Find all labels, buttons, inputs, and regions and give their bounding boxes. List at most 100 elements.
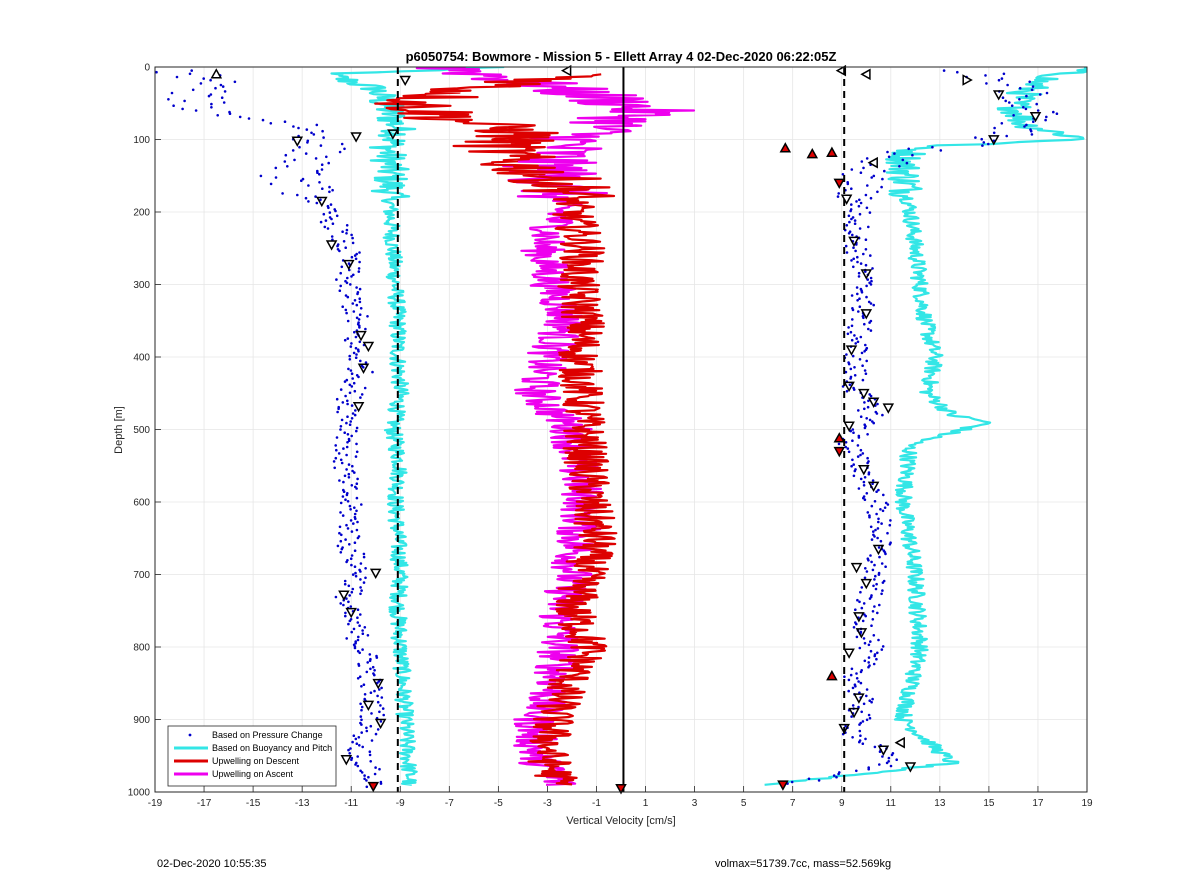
pressure-change-point xyxy=(274,166,278,170)
pressure-change-point xyxy=(365,729,369,733)
pressure-change-point xyxy=(1005,134,1008,138)
triangle-marker xyxy=(882,403,895,414)
pressure-change-point xyxy=(365,670,369,674)
x-tick-label: -17 xyxy=(197,798,212,809)
pressure-change-point xyxy=(1022,106,1025,109)
pressure-change-point xyxy=(371,665,375,669)
pressure-change-point xyxy=(817,779,821,782)
pressure-change-point xyxy=(907,147,910,151)
pressure-change-point xyxy=(860,606,864,610)
pressure-change-point xyxy=(853,374,857,377)
pressure-change-point xyxy=(872,530,875,533)
triangle-marker xyxy=(858,388,870,400)
pressure-change-point xyxy=(356,608,360,611)
pressure-change-point xyxy=(199,82,203,85)
pressure-change-point xyxy=(359,396,362,399)
pressure-change-point xyxy=(851,439,854,443)
pressure-change-point xyxy=(847,678,851,682)
pressure-change-point xyxy=(376,700,380,704)
pressure-change-point xyxy=(857,436,861,439)
y-tick-label: 300 xyxy=(133,280,150,291)
pressure-change-point xyxy=(859,670,863,674)
pressure-change-point xyxy=(366,315,369,318)
pressure-change-point xyxy=(328,185,331,189)
pressure-change-point xyxy=(876,611,879,615)
pressure-change-point xyxy=(350,233,353,237)
pressure-change-point xyxy=(862,637,866,640)
triangle-marker xyxy=(860,309,873,320)
pressure-change-point xyxy=(867,472,871,476)
triangle-marker xyxy=(894,736,905,749)
pressure-change-point xyxy=(340,142,344,146)
legend-swatch-pressure xyxy=(188,733,192,737)
x-tick-label: -13 xyxy=(295,798,310,809)
pressure-change-point xyxy=(887,760,890,763)
pressure-change-point xyxy=(864,193,868,197)
pressure-change-point xyxy=(865,359,868,363)
pressure-change-point xyxy=(873,745,877,749)
pressure-change-point xyxy=(837,772,840,776)
pressure-change-point xyxy=(350,434,354,438)
pressure-change-point xyxy=(856,444,860,447)
pressure-change-point xyxy=(357,375,360,379)
x-tick-label: -5 xyxy=(494,798,503,809)
pressure-change-point xyxy=(358,624,361,627)
triangle-marker xyxy=(399,75,411,87)
triangle-marker xyxy=(779,142,792,153)
triangle-marker xyxy=(835,64,847,77)
triangle-marker xyxy=(316,196,328,208)
pressure-change-point xyxy=(863,641,867,645)
pressure-change-point xyxy=(868,699,871,702)
pressure-change-point xyxy=(869,302,873,305)
pressure-change-point xyxy=(845,251,849,254)
triangle-marker xyxy=(369,568,382,580)
pressure-change-point xyxy=(342,490,346,494)
pressure-change-point xyxy=(351,412,355,415)
x-axis-label: Vertical Velocity [cm/s] xyxy=(566,815,675,827)
pressure-change-point xyxy=(346,402,349,406)
triangle-marker xyxy=(860,578,873,590)
pressure-change-point xyxy=(307,184,310,187)
pressure-change-point xyxy=(357,318,361,321)
pressure-change-point xyxy=(878,603,881,607)
pressure-change-point xyxy=(351,740,354,744)
pressure-change-point xyxy=(862,496,865,500)
pressure-change-point xyxy=(863,401,866,404)
pressure-change-point xyxy=(363,693,367,696)
pressure-change-point xyxy=(172,104,175,107)
pressure-change-point xyxy=(869,254,872,257)
pressure-change-point xyxy=(345,228,349,232)
pressure-change-point xyxy=(1036,109,1040,112)
pressure-change-point xyxy=(319,144,323,147)
triangle-marker xyxy=(850,562,863,574)
pressure-change-point xyxy=(863,659,867,663)
pressure-change-point xyxy=(344,246,348,249)
pressure-change-point xyxy=(355,509,358,513)
pressure-change-point xyxy=(343,582,347,586)
footer-timestamp: 02-Dec-2020 10:55:35 xyxy=(157,858,267,870)
pressure-change-point xyxy=(364,327,367,331)
triangle-marker xyxy=(806,147,819,159)
pressure-change-point xyxy=(847,689,850,693)
pressure-change-point xyxy=(349,420,353,423)
pressure-change-point xyxy=(274,176,278,179)
pressure-change-point xyxy=(872,421,875,425)
pressure-change-point xyxy=(859,201,863,205)
pressure-change-point xyxy=(306,141,309,144)
triangle-marker xyxy=(843,648,855,659)
triangle-marker xyxy=(833,178,846,190)
pressure-change-point xyxy=(188,72,192,76)
pressure-change-point xyxy=(380,696,384,699)
pressure-change-point xyxy=(328,211,332,214)
pressure-change-point xyxy=(836,195,840,198)
pressure-change-point xyxy=(335,397,339,401)
pressure-change-point xyxy=(210,102,213,106)
pressure-change-point xyxy=(340,265,344,269)
pressure-change-point xyxy=(202,77,205,80)
pressure-change-point xyxy=(340,461,344,465)
x-tick-label: 13 xyxy=(934,798,946,809)
x-axis-ticks: -19 -17 -15 -13 -11 -9 -7 -5 -3 -1 1 3 5 7 9 11 13 15 17 19 xyxy=(148,786,1093,809)
pressure-change-point xyxy=(847,450,851,454)
pressure-change-point xyxy=(335,278,338,281)
pressure-change-point xyxy=(876,536,879,540)
